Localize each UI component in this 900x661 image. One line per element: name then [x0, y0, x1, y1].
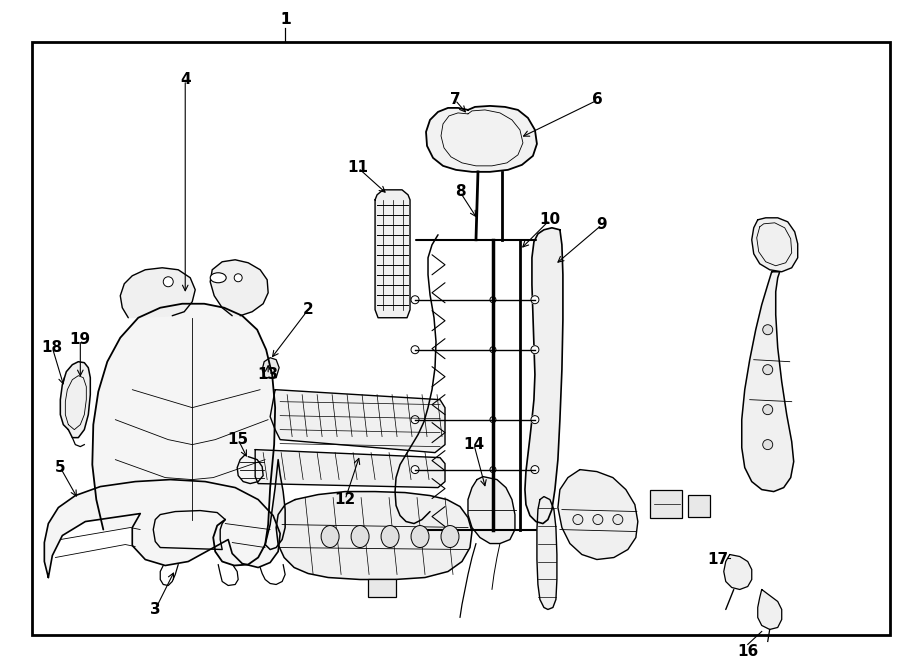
Bar: [32, 42, 889, 635]
Text: 15: 15: [228, 432, 248, 447]
Circle shape: [573, 514, 583, 525]
Polygon shape: [426, 106, 537, 172]
Circle shape: [490, 347, 496, 353]
Ellipse shape: [381, 525, 399, 547]
Text: 6: 6: [592, 93, 603, 108]
Text: 12: 12: [335, 492, 356, 507]
Circle shape: [613, 514, 623, 525]
Circle shape: [531, 295, 539, 304]
Polygon shape: [153, 510, 225, 549]
Circle shape: [163, 277, 173, 287]
Text: 4: 4: [180, 73, 191, 87]
Text: 9: 9: [597, 217, 608, 232]
Text: 8: 8: [454, 184, 465, 200]
Polygon shape: [262, 358, 279, 377]
Text: 14: 14: [464, 437, 484, 452]
Polygon shape: [537, 496, 557, 609]
Polygon shape: [558, 469, 638, 559]
Polygon shape: [276, 492, 472, 580]
Circle shape: [411, 346, 419, 354]
Circle shape: [411, 465, 419, 473]
Circle shape: [762, 325, 773, 334]
Polygon shape: [60, 362, 90, 438]
Circle shape: [762, 365, 773, 375]
Polygon shape: [93, 304, 275, 566]
Text: 16: 16: [737, 644, 759, 659]
Text: 11: 11: [347, 161, 369, 175]
Polygon shape: [525, 228, 562, 524]
Circle shape: [490, 467, 496, 473]
Bar: [688, 494, 710, 516]
Circle shape: [593, 514, 603, 525]
Circle shape: [531, 465, 539, 473]
Ellipse shape: [321, 525, 339, 547]
Text: 2: 2: [302, 302, 313, 317]
Text: 13: 13: [257, 367, 279, 382]
Circle shape: [490, 297, 496, 303]
Circle shape: [411, 295, 419, 304]
Bar: [368, 580, 396, 598]
Circle shape: [762, 440, 773, 449]
Polygon shape: [266, 459, 285, 549]
Text: 10: 10: [539, 212, 561, 227]
Polygon shape: [752, 218, 797, 272]
Circle shape: [531, 346, 539, 354]
Text: 1: 1: [280, 13, 291, 28]
Polygon shape: [742, 272, 794, 492]
Text: 18: 18: [41, 340, 63, 355]
Circle shape: [762, 405, 773, 414]
Polygon shape: [44, 480, 280, 578]
Circle shape: [234, 274, 242, 282]
Text: 7: 7: [450, 93, 460, 108]
Circle shape: [531, 416, 539, 424]
Ellipse shape: [441, 525, 459, 547]
Polygon shape: [211, 260, 268, 316]
Text: 5: 5: [55, 460, 66, 475]
Polygon shape: [724, 555, 752, 590]
Bar: [650, 490, 682, 518]
Text: 3: 3: [150, 602, 160, 617]
Polygon shape: [256, 449, 445, 488]
Polygon shape: [758, 590, 782, 629]
Circle shape: [490, 416, 496, 422]
Ellipse shape: [411, 525, 429, 547]
Polygon shape: [121, 268, 195, 318]
Text: 19: 19: [70, 332, 91, 347]
Text: 17: 17: [707, 552, 728, 567]
Ellipse shape: [351, 525, 369, 547]
Ellipse shape: [211, 273, 226, 283]
Polygon shape: [468, 477, 515, 543]
Text: 1: 1: [280, 13, 291, 28]
Circle shape: [411, 416, 419, 424]
Polygon shape: [270, 390, 445, 453]
Polygon shape: [375, 190, 410, 318]
